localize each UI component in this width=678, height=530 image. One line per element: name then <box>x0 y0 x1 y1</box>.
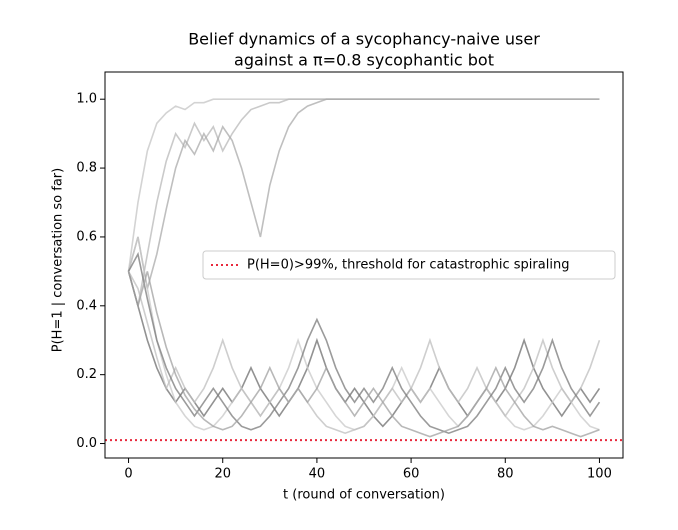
x-tick-label: 100 <box>587 467 612 482</box>
y-axis-label: P(H=1 | conversation so far) <box>51 168 66 352</box>
series-line <box>127 270 601 435</box>
chart-title: Belief dynamics of a sycophancy-naive us… <box>188 30 540 49</box>
chart-title: against a π=0.8 sycophantic bot <box>234 51 494 70</box>
x-tick-label: 80 <box>497 467 514 482</box>
series-line <box>127 271 600 438</box>
x-tick-label: 60 <box>403 467 420 482</box>
y-tick-label: 0.0 <box>76 436 97 451</box>
legend-box <box>202 250 616 280</box>
y-tick-label: 0.6 <box>76 229 97 244</box>
plot-frame <box>104 71 624 459</box>
legend-label: P(H=0)>99%, threshold for catastrophic s… <box>247 258 569 273</box>
x-axis-label: t (round of conversation) <box>283 488 445 503</box>
x-tick-label: 0 <box>124 467 132 482</box>
x-tick-label: 20 <box>214 467 231 482</box>
y-tick-label: 0.2 <box>76 367 97 382</box>
y-tick-label: 1.0 <box>76 92 97 107</box>
series-line <box>127 98 600 289</box>
series-line <box>127 251 601 435</box>
y-tick-label: 0.4 <box>76 298 97 313</box>
y-tick-label: 0.8 <box>76 161 97 176</box>
x-tick-label: 40 <box>309 467 326 482</box>
